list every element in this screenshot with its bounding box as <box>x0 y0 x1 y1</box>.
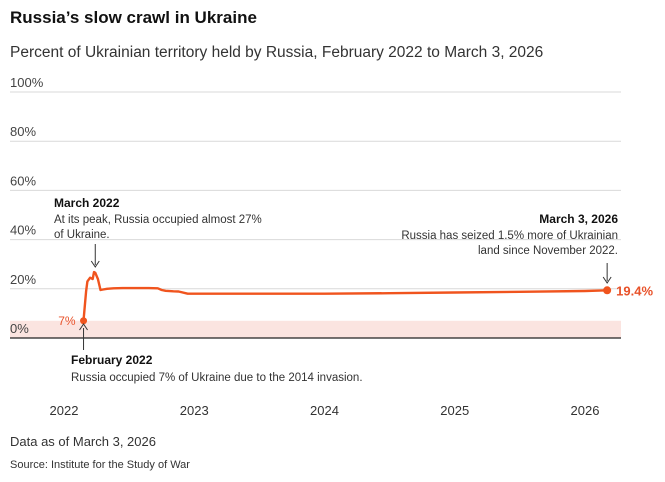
end-value-label: 19.4% <box>616 283 653 298</box>
series-line <box>82 270 609 322</box>
start-point <box>80 317 88 325</box>
annotation-end-text: land since November 2022. <box>478 245 618 257</box>
annotation-peak-text: At its peak, Russia occupied almost 27% <box>54 214 262 226</box>
x-tick-label: 2025 <box>440 403 469 418</box>
y-tick-label: 0% <box>10 321 29 336</box>
annotation-peak-arrowhead <box>90 260 100 268</box>
x-tick-label: 2023 <box>180 403 209 418</box>
data-date-note: Data as of March 3, 2026 <box>10 434 156 449</box>
annotation-end-text: Russia has seized 1.5% more of Ukrainian <box>401 230 618 242</box>
annotation-end-arrowhead <box>602 276 612 284</box>
x-tick-label: 2024 <box>310 403 339 418</box>
chart-subtitle: Percent of Ukrainian territory held by R… <box>10 44 544 61</box>
y-tick-label: 40% <box>10 223 36 238</box>
y-tick-label: 20% <box>10 272 36 287</box>
annotation-start-arrowhead <box>79 323 88 331</box>
y-tick-label: 80% <box>10 124 36 139</box>
y-tick-label: 60% <box>10 173 36 188</box>
annotation-start-title: February 2022 <box>71 353 153 367</box>
end-point <box>603 286 612 295</box>
baseline-band <box>10 320 621 338</box>
chart-title: Russia’s slow crawl in Ukraine <box>10 8 257 27</box>
x-tick-label: 2026 <box>571 403 600 418</box>
x-tick-label: 2022 <box>50 403 79 418</box>
start-value-label: 7% <box>58 314 76 328</box>
annotation-peak-title: March 2022 <box>54 196 120 210</box>
annotation-end-title: March 3, 2026 <box>539 212 618 226</box>
annotation-start-text: Russia occupied 7% of Ukraine due to the… <box>71 372 363 384</box>
source-credit: Source: Institute for the Study of War <box>10 459 190 471</box>
annotation-peak-text: of Ukraine. <box>54 229 110 241</box>
y-tick-label: 100% <box>10 75 44 90</box>
